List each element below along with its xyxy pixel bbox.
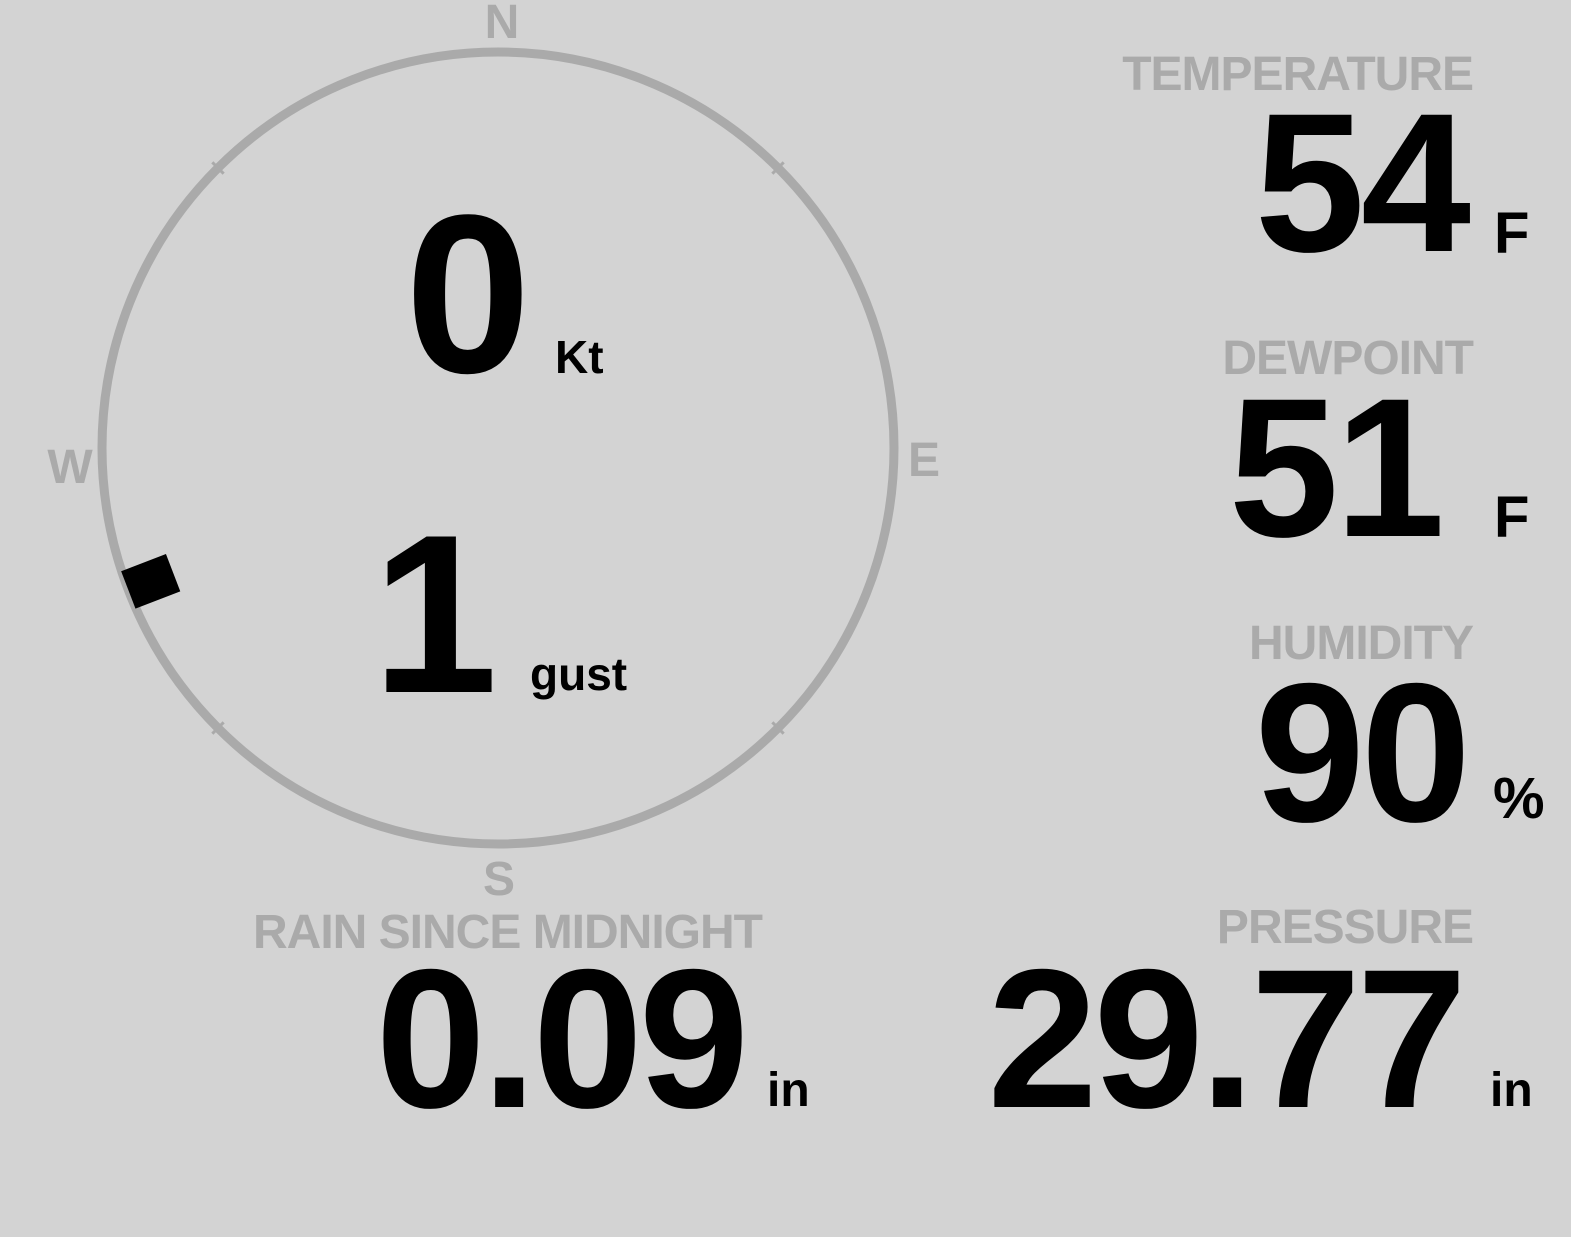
compass-north: N bbox=[484, 0, 520, 49]
compass-south: S bbox=[482, 853, 515, 906]
wind-speed-unit: Kt bbox=[555, 331, 604, 383]
temperature-label: TEMPERATURE bbox=[1122, 48, 1474, 101]
compass-tick bbox=[771, 161, 785, 175]
compass-tick bbox=[211, 161, 225, 175]
compass-ring bbox=[97, 47, 899, 849]
temperature-value: 54 bbox=[1254, 72, 1471, 293]
pressure-value: 29.77 bbox=[987, 928, 1467, 1149]
humidity-label: HUMIDITY bbox=[1249, 617, 1474, 670]
wind-speed-value: 0 bbox=[405, 167, 531, 420]
dewpoint-label: DEWPOINT bbox=[1222, 332, 1474, 385]
rain-value: 0.09 bbox=[375, 928, 749, 1149]
rain-unit: in bbox=[767, 1064, 810, 1117]
compass-east: E bbox=[907, 434, 940, 487]
rain-label: RAIN SINCE MIDNIGHT bbox=[253, 906, 763, 959]
compass-west: W bbox=[47, 441, 93, 494]
pressure-label: PRESSURE bbox=[1216, 901, 1474, 954]
wind-gust-value: 1 bbox=[372, 487, 498, 740]
dewpoint-value: 51 bbox=[1228, 357, 1445, 578]
compass-tick bbox=[211, 721, 225, 735]
pressure-unit: in bbox=[1490, 1064, 1533, 1117]
dewpoint-unit: F bbox=[1494, 485, 1530, 550]
compass-tick bbox=[771, 721, 785, 735]
wind-gust-unit: gust bbox=[530, 648, 628, 700]
wind-direction-marker bbox=[121, 554, 181, 609]
temperature-unit: F bbox=[1494, 201, 1530, 266]
humidity-value: 90 bbox=[1254, 642, 1471, 863]
humidity-unit: % bbox=[1493, 766, 1545, 831]
